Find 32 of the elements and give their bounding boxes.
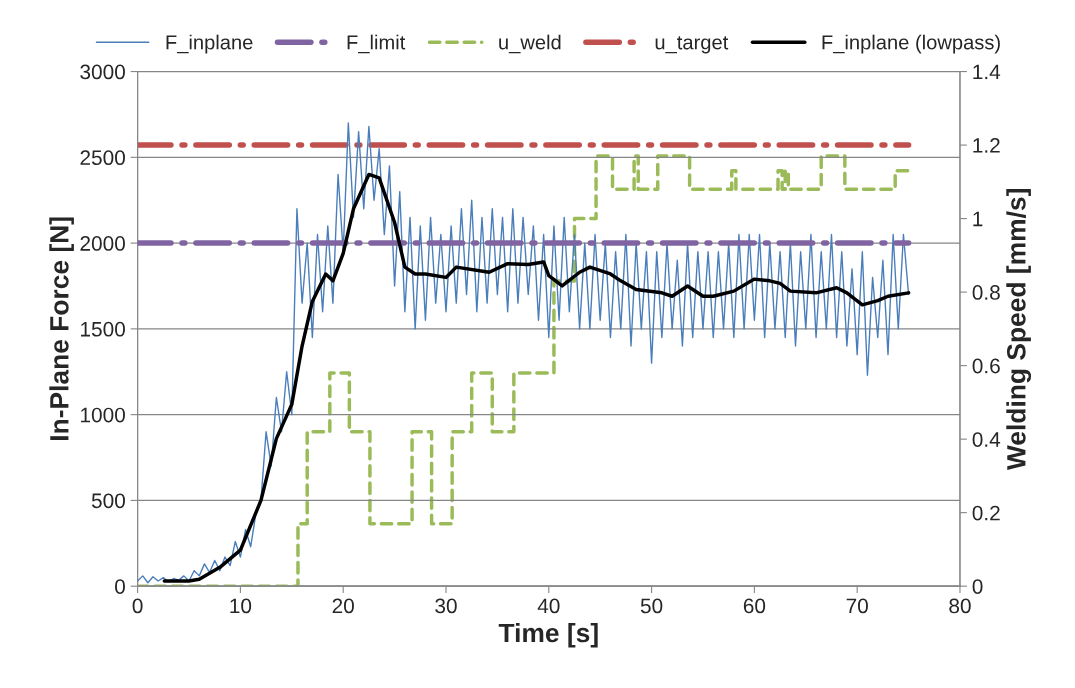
legend-label: u_target bbox=[655, 36, 729, 54]
y2-tick-label: 0.6 bbox=[972, 358, 1000, 374]
y-tick-label: 2000 bbox=[80, 236, 125, 251]
x-tick-label: 30 bbox=[435, 598, 457, 614]
x-tick-label: 70 bbox=[846, 598, 868, 614]
y-tick-label: 2500 bbox=[80, 150, 125, 166]
y2-tick-label: 1.4 bbox=[973, 64, 1001, 80]
y-tick-label: 500 bbox=[91, 493, 125, 509]
y-tick-label: 1000 bbox=[81, 407, 125, 423]
legend-label: u_weld bbox=[499, 34, 561, 54]
y-tick-label: 1500 bbox=[81, 321, 125, 337]
x-tick-label: 20 bbox=[332, 598, 354, 614]
y2-tick-label: 0.2 bbox=[972, 505, 1000, 521]
y-tick-label: 0 bbox=[115, 579, 125, 594]
x-tick-label: 50 bbox=[640, 598, 663, 614]
y2-tick-label: 0 bbox=[972, 579, 983, 594]
x-axis-title: Time [s] bbox=[498, 622, 598, 648]
y-axis-title: In-Plane Force [N] bbox=[49, 217, 74, 440]
x-tick-label: 10 bbox=[230, 598, 252, 614]
y-tick-label: 3000 bbox=[80, 64, 125, 80]
x-tick-label: 40 bbox=[537, 598, 560, 614]
x-tick-label: 80 bbox=[949, 598, 971, 614]
x-tick-label: 0 bbox=[132, 598, 143, 614]
legend-label: F_inplane (lowpass) bbox=[822, 34, 1000, 54]
y2-tick-label: 1.2 bbox=[973, 138, 1000, 153]
y2-axis-title: Welding Speed [mm/s] bbox=[1006, 189, 1032, 471]
legend-label: F_inplane bbox=[166, 34, 253, 54]
x-tick-label: 60 bbox=[743, 598, 766, 614]
y2-tick-label: 1 bbox=[973, 211, 983, 227]
legend-label: F_limit bbox=[347, 34, 406, 54]
y2-tick-label: 0.4 bbox=[972, 432, 1001, 447]
y2-tick-label: 0.8 bbox=[972, 285, 1000, 300]
